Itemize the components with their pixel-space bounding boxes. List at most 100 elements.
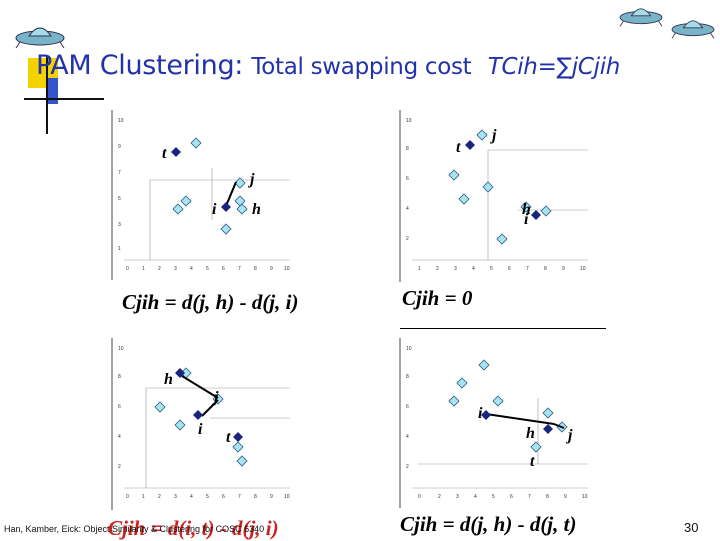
footer-citation: Han, Kamber, Eick: Object Similarity & C… (4, 524, 265, 534)
ufo-icon (671, 20, 715, 39)
svg-text:2: 2 (158, 266, 161, 272)
svg-text:7: 7 (238, 494, 241, 500)
svg-text:8: 8 (254, 266, 257, 272)
ufo-icon (15, 27, 65, 49)
svg-text:1: 1 (118, 246, 121, 252)
data-point (172, 203, 184, 215)
svg-text:7: 7 (238, 266, 241, 272)
point-label: i (524, 211, 529, 228)
data-point-medoid (543, 424, 553, 434)
svg-text:0: 0 (126, 494, 129, 500)
svg-text:4: 4 (406, 206, 409, 212)
svg-text:9: 9 (564, 494, 567, 500)
svg-text:5: 5 (206, 494, 209, 500)
point-label: j (247, 171, 255, 188)
x-tick-labels: 0 1 2 3 4 5 6 7 8 9 10 (126, 266, 290, 272)
svg-text:9: 9 (270, 266, 273, 272)
svg-text:10: 10 (406, 118, 412, 124)
point-label: i (478, 405, 483, 422)
svg-text:1: 1 (142, 494, 145, 500)
svg-text:6: 6 (406, 176, 409, 182)
svg-text:8: 8 (546, 494, 549, 500)
svg-text:6: 6 (406, 404, 409, 410)
data-point (540, 205, 552, 217)
cost-formula: Cjih = d(i, t) - d(j, i) (108, 516, 279, 540)
svg-text:3: 3 (174, 494, 177, 500)
title-main: PAM Clustering: (36, 50, 244, 81)
data-point (482, 181, 494, 193)
data-point (496, 233, 508, 245)
svg-text:8: 8 (254, 494, 257, 500)
title-sub: Total swapping cost (251, 54, 472, 80)
accent-square-blue (46, 78, 58, 104)
data-point-medoid (175, 368, 185, 378)
point-label: h (522, 201, 531, 218)
svg-text:10: 10 (580, 266, 586, 272)
svg-text:6: 6 (510, 494, 513, 500)
scatter-panel-bottom-right: 10 8 6 4 2 0 2 3 4 5 6 7 8 9 10 i h j t (398, 338, 596, 508)
page-number: 30 (684, 520, 699, 535)
data-point-medoid (171, 147, 181, 157)
data-point (492, 395, 504, 407)
svg-text:5: 5 (492, 494, 495, 500)
data-point-medoid (221, 202, 231, 212)
cost-formula: Cjih = d(j, h) - d(j, i) (122, 290, 299, 314)
svg-text:1: 1 (142, 266, 145, 272)
svg-text:10: 10 (284, 266, 290, 272)
svg-text:10: 10 (118, 118, 124, 124)
svg-text:8: 8 (406, 146, 409, 152)
svg-text:8: 8 (544, 266, 547, 272)
cost-formula: Cjih = 0 (402, 286, 473, 310)
point-label: h (526, 425, 535, 442)
scatter-plot: 10 8 6 4 2 1 2 3 4 5 6 7 8 9 10 t j h i (398, 110, 596, 282)
svg-text:10: 10 (284, 494, 290, 500)
slide-title: PAM Clustering: Total swapping cost TCih… (36, 50, 620, 81)
svg-text:6: 6 (118, 404, 121, 410)
scatter-plot: 10 9 7 5 3 1 0 1 2 3 4 5 6 7 8 9 10 t j i h (110, 110, 296, 280)
data-point (542, 407, 554, 419)
x-tick-labels: 0 1 2 3 4 5 6 7 8 9 10 (126, 494, 290, 500)
svg-text:9: 9 (118, 144, 121, 150)
data-point (154, 401, 166, 413)
svg-text:4: 4 (118, 434, 121, 440)
svg-text:4: 4 (474, 494, 477, 500)
scatter-plot: 10 8 6 4 2 0 1 2 3 4 5 6 7 8 9 10 h j i t (110, 338, 296, 510)
point-label: j (489, 127, 497, 144)
svg-text:9: 9 (270, 494, 273, 500)
point-label: t (530, 453, 535, 470)
svg-text:2: 2 (158, 494, 161, 500)
scatter-panel-top-right: 10 8 6 4 2 1 2 3 4 5 6 7 8 9 10 t j h i (398, 110, 596, 282)
data-point (180, 195, 192, 207)
svg-text:4: 4 (190, 494, 193, 500)
svg-text:2: 2 (436, 266, 439, 272)
point-label: j (565, 427, 573, 444)
ufo-icon (619, 8, 663, 27)
data-point (530, 441, 542, 453)
data-point (448, 395, 460, 407)
x-tick-labels: 1 2 3 4 5 6 7 8 9 10 (418, 266, 586, 272)
svg-text:5: 5 (206, 266, 209, 272)
svg-text:3: 3 (454, 266, 457, 272)
svg-text:7: 7 (526, 266, 529, 272)
svg-text:9: 9 (562, 266, 565, 272)
data-point (220, 223, 232, 235)
data-point (174, 419, 186, 431)
svg-text:5: 5 (490, 266, 493, 272)
data-point (190, 137, 202, 149)
accent-line-vertical (46, 56, 48, 134)
svg-text:0: 0 (126, 266, 129, 272)
data-point (520, 201, 532, 213)
data-point (458, 193, 470, 205)
point-label: t (456, 139, 461, 156)
svg-text:3: 3 (456, 494, 459, 500)
point-label: h (252, 201, 261, 218)
point-label: t (226, 429, 231, 446)
svg-text:10: 10 (118, 346, 124, 352)
svg-text:7: 7 (528, 494, 531, 500)
point-label: i (198, 421, 203, 438)
scatter-panel-top-left: 10 9 7 5 3 1 0 1 2 3 4 5 6 7 8 9 10 t j i h (110, 110, 296, 280)
data-point-medoid (465, 140, 475, 150)
svg-text:2: 2 (118, 464, 121, 470)
svg-text:8: 8 (118, 374, 121, 380)
svg-text:3: 3 (118, 222, 121, 228)
